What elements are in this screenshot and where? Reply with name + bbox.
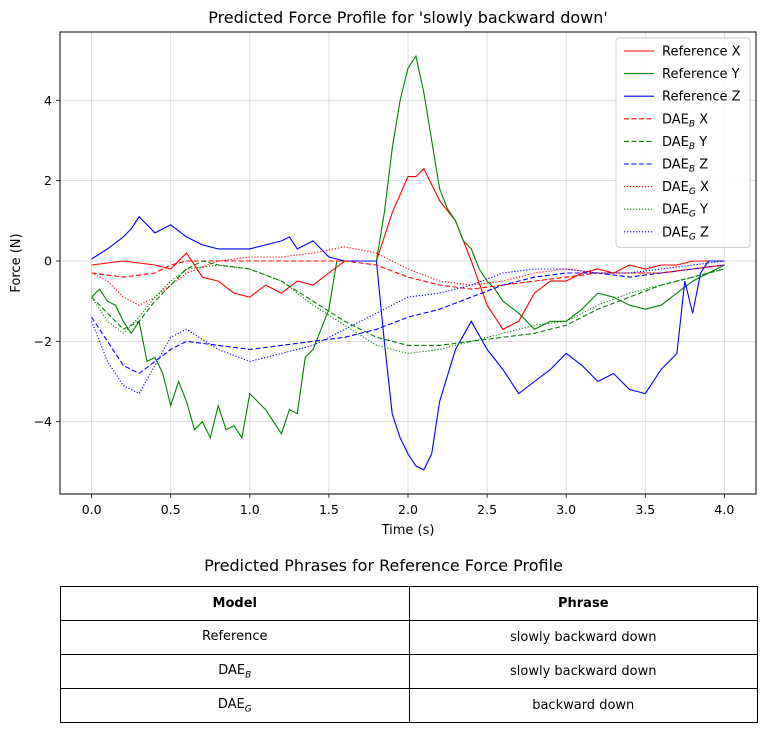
series-lines — [91, 54, 725, 471]
legend-label: DAEB Z — [662, 158, 708, 175]
phrase-cell: backward down — [408, 688, 758, 723]
legend-label: DAEG Z — [662, 225, 709, 242]
force-profile-chart: Predicted Force Profile for 'slowly back… — [9, 8, 757, 538]
y-tick-label: −4 — [34, 414, 52, 429]
series-line-2 — [91, 215, 725, 471]
header-model: Model — [60, 586, 410, 621]
model-cell: DAEG — [60, 688, 410, 723]
legend-label: Reference Y — [662, 67, 740, 82]
y-tick-label: 2 — [44, 173, 52, 188]
chart-title: Predicted Force Profile for 'slowly back… — [208, 8, 608, 27]
x-tick-label: 2.0 — [398, 502, 418, 517]
legend-box — [615, 37, 751, 248]
table-header-row: Model Phrase — [60, 586, 758, 621]
x-tick-label: 1.5 — [319, 502, 339, 517]
legend-label: DAEB Y — [662, 135, 707, 152]
table-row: DAEB slowly backward down — [60, 654, 758, 689]
series-line-0 — [91, 167, 725, 331]
x-axis-label: Time (s) — [381, 523, 435, 538]
series-line-6 — [91, 246, 725, 306]
table-title: Predicted Phrases for Reference Force Pr… — [204, 556, 563, 575]
y-axis-label: Force (N) — [9, 233, 24, 292]
phrase-cell: slowly backward down — [408, 654, 758, 689]
phrase-cell: slowly backward down — [408, 620, 758, 655]
y-tick-label: 4 — [44, 93, 52, 108]
y-tick-label: −2 — [34, 334, 52, 349]
x-tick-label: 2.5 — [477, 502, 497, 517]
x-tick-label: 1.0 — [240, 502, 260, 517]
table-row: DAEG backward down — [60, 688, 758, 723]
legend-label: Reference X — [662, 45, 741, 60]
series-line-4 — [91, 260, 725, 346]
model-cell: Reference — [60, 620, 410, 655]
legend-label: Reference Z — [662, 90, 741, 105]
x-tick-label: 3.5 — [635, 502, 655, 517]
legend-label: DAEG X — [662, 180, 709, 197]
axis-ticks: 0.0 0.5 1.0 1.5 2.0 2.5 3.0 3.5 4.0 −4 −2 0 2 4 — [34, 93, 735, 517]
x-tick-label: 0.5 — [161, 502, 181, 517]
phrases-table: Model Phrase Reference slowly backward d… — [60, 586, 758, 723]
x-tick-label: 4.0 — [714, 502, 734, 517]
x-tick-label: 3.0 — [556, 502, 576, 517]
series-line-7 — [91, 264, 725, 354]
legend-label: DAEB X — [662, 112, 708, 129]
x-tick-label: 0.0 — [82, 502, 102, 517]
series-line-5 — [91, 264, 725, 375]
table-row: Reference slowly backward down — [60, 620, 758, 655]
legend-label: DAEG Y — [662, 203, 708, 220]
y-tick-label: 0 — [44, 253, 52, 268]
legend: Reference X Reference Y Reference Z DAEB X D… — [615, 37, 751, 248]
model-cell: DAEB — [60, 654, 410, 689]
header-phrase: Phrase — [408, 586, 758, 621]
